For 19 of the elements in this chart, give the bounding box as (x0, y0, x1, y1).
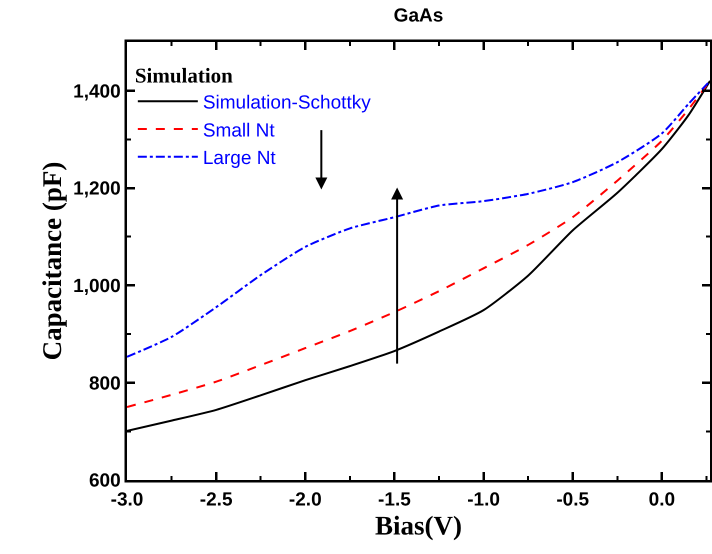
y-tick-label: 1,400 (73, 81, 121, 102)
y-axis-title: Capacitance (pF) (36, 162, 67, 360)
x-tick-label: -0.5 (556, 489, 590, 510)
y-tick-label: 1,000 (73, 276, 121, 297)
x-tick-label: -2.5 (200, 489, 233, 510)
y-tick-label: 600 (88, 470, 121, 492)
chart-title: GaAs (394, 6, 444, 27)
x-tick-label: -1.0 (467, 489, 500, 510)
legend-label: Simulation-Schottky (202, 92, 372, 114)
legend-title: Simulation (134, 63, 234, 88)
x-tick-label: -2.0 (288, 489, 322, 510)
x-tick-label: -3.0 (110, 489, 144, 510)
x-axis-title: Bias(V) (375, 510, 462, 540)
x-tick-label: -1.5 (378, 489, 412, 510)
legend-label: Small Nt (202, 120, 276, 142)
legend-label: Large Nt (202, 148, 276, 170)
y-tick-label: 800 (88, 373, 121, 394)
x-tick-label: 0.0 (648, 489, 676, 510)
y-tick-label: 1,200 (73, 178, 121, 200)
